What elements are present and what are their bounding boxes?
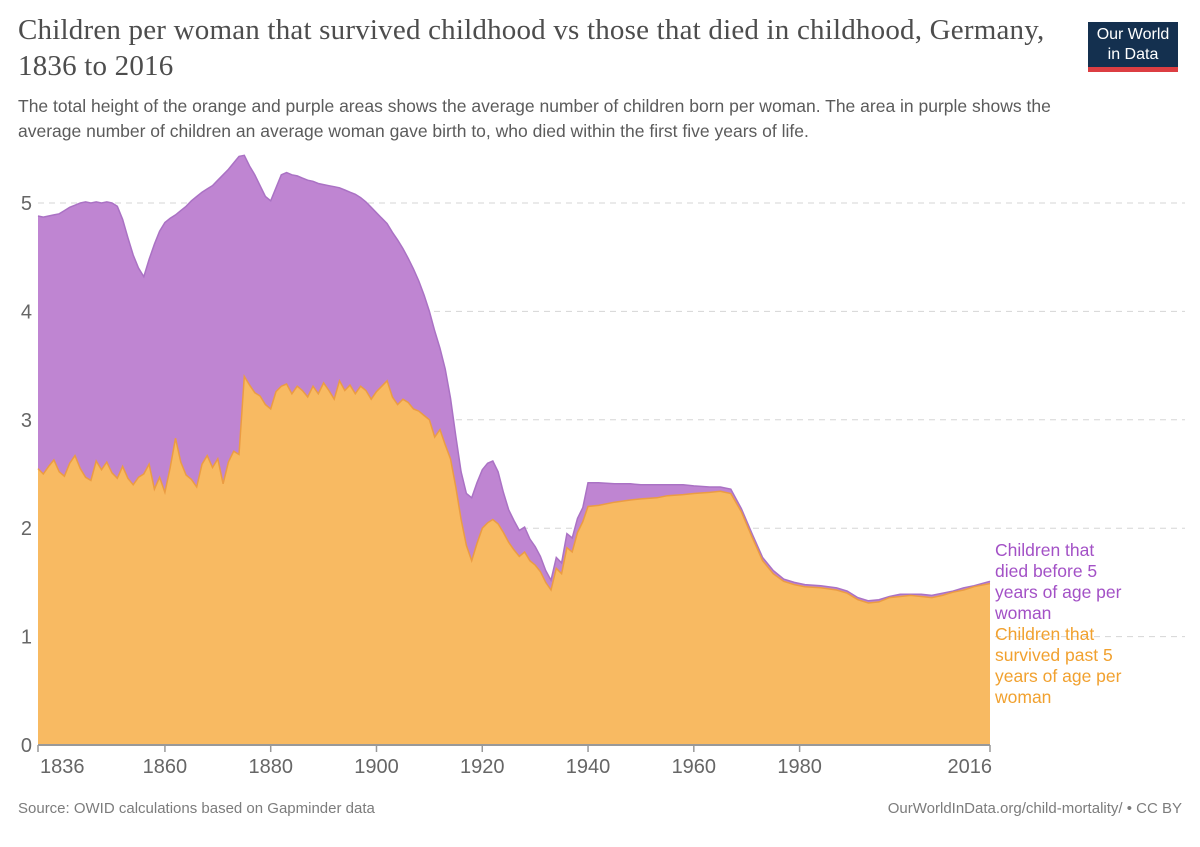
svg-text:1: 1 xyxy=(21,627,32,649)
owid-logo[interactable]: Our World in Data xyxy=(1088,22,1178,72)
chart-legend: Children that died before 5 years of age… xyxy=(995,540,1127,708)
svg-text:4: 4 xyxy=(21,301,32,323)
owid-logo-text: Our World in Data xyxy=(1088,22,1178,67)
chart-footer: Source: OWID calculations based on Gapmi… xyxy=(18,800,1182,817)
source-note: Source: OWID calculations based on Gapmi… xyxy=(18,800,375,817)
svg-text:1900: 1900 xyxy=(354,756,399,778)
svg-text:2: 2 xyxy=(21,518,32,540)
chart-header: Children per woman that survived childho… xyxy=(18,12,1103,144)
svg-text:1860: 1860 xyxy=(143,756,188,778)
owid-logo-line1: Our World xyxy=(1096,26,1170,43)
footer-citation-link[interactable]: OurWorldInData.org/child-mortality/ • CC… xyxy=(887,800,1182,817)
page-title: Children per woman that survived childho… xyxy=(18,14,1045,82)
svg-text:2016: 2016 xyxy=(948,756,993,778)
legend-label-survived: Children that survived past 5 years of a… xyxy=(995,624,1122,707)
chart-subtitle: The total height of the orange and purpl… xyxy=(18,96,1051,141)
svg-text:1940: 1940 xyxy=(566,756,611,778)
svg-text:1980: 1980 xyxy=(777,756,822,778)
svg-text:5: 5 xyxy=(21,193,32,215)
svg-text:1960: 1960 xyxy=(672,756,717,778)
owid-logo-line2: in Data xyxy=(1107,46,1159,63)
svg-text:1880: 1880 xyxy=(248,756,293,778)
svg-text:3: 3 xyxy=(21,410,32,432)
owid-logo-stripe xyxy=(1088,67,1178,72)
legend-label-died: Children that died before 5 years of age… xyxy=(995,540,1122,623)
svg-text:0: 0 xyxy=(21,735,32,757)
svg-text:1920: 1920 xyxy=(460,756,505,778)
svg-text:1836: 1836 xyxy=(40,756,85,778)
